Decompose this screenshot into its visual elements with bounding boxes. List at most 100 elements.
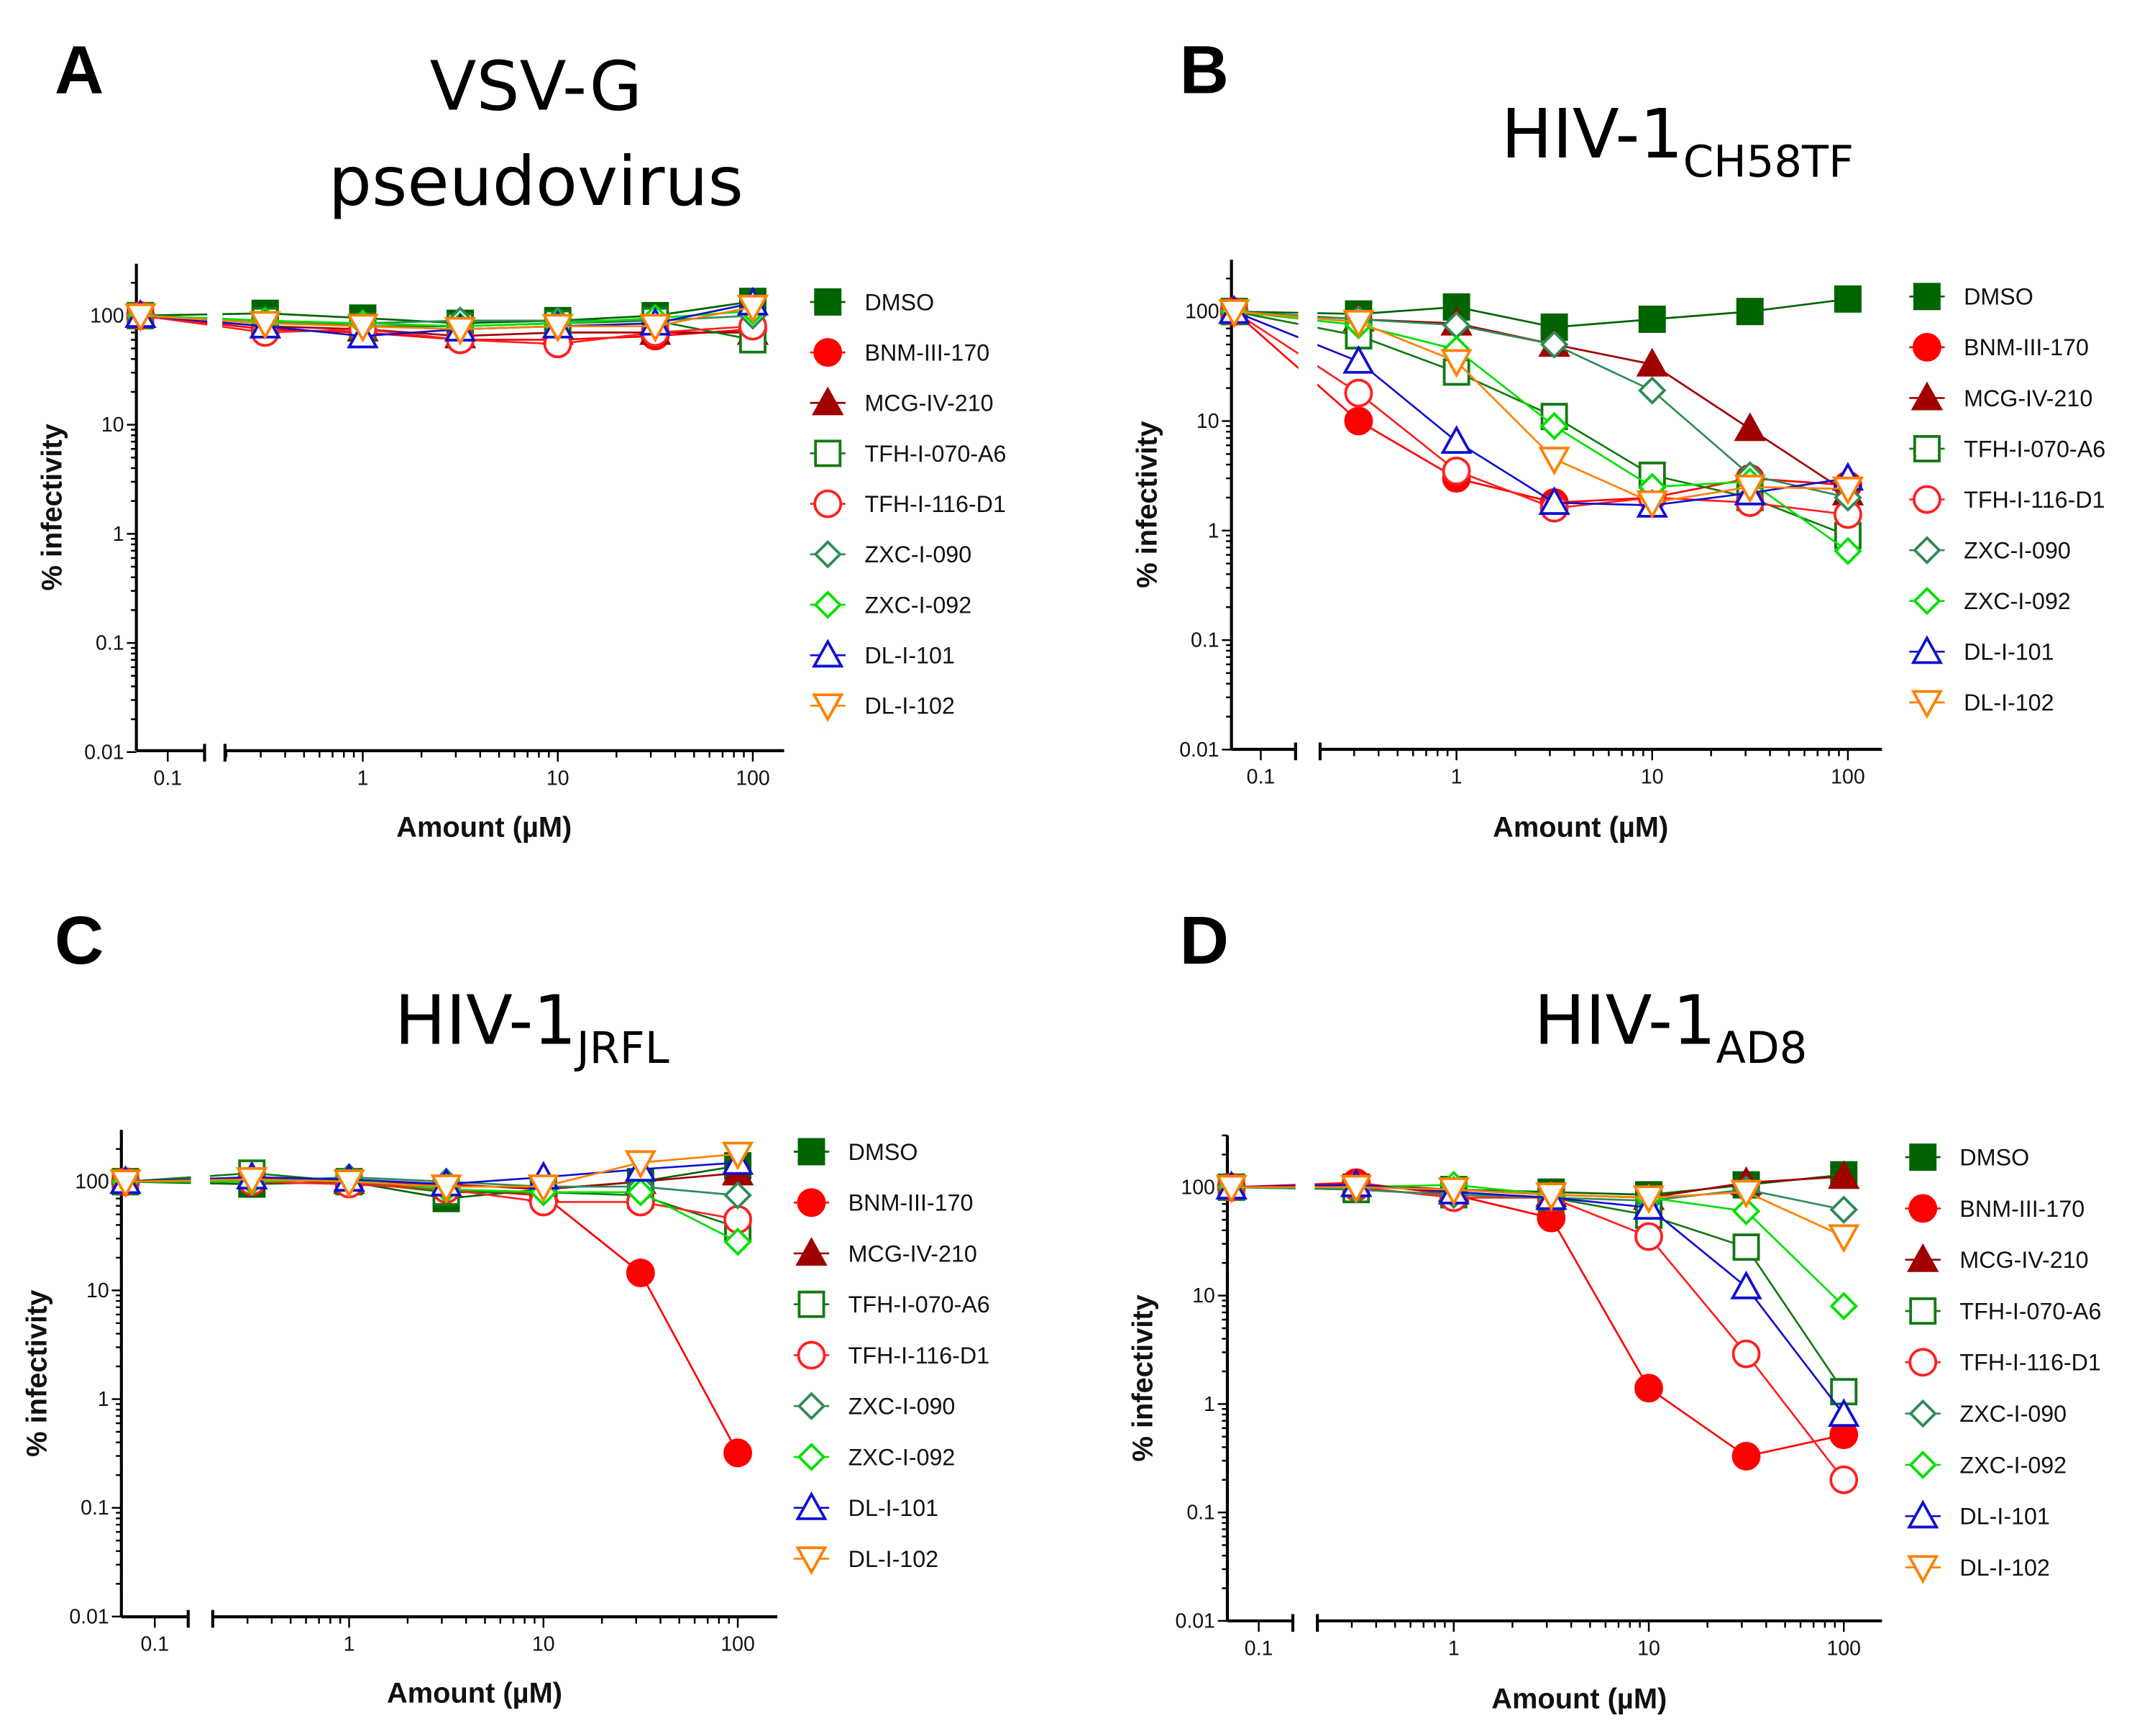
legend-label: TFH-I-116-D1 (848, 1343, 989, 1369)
legend: DMSO BNM-III-170 MCG-IV-210 TFH-I-070-A6 TFH… (810, 288, 1006, 723)
legend-label: TFH-I-070-A6 (864, 441, 1006, 467)
y-tick-label: 0.1 (96, 632, 124, 655)
panel-title: HIV-1CH58TF (1501, 95, 1854, 188)
legend-label: DL-I-101 (1959, 1504, 2049, 1530)
legend-label: DMSO (848, 1139, 918, 1165)
legend-marker (1907, 1499, 1939, 1529)
legend-marker (1908, 1399, 1937, 1428)
data-point (109, 1169, 142, 1199)
x-tick-label: 1 (1451, 765, 1463, 788)
y-tick-label: 0.01 (69, 1605, 109, 1628)
y-axis-label: % infectivity (36, 424, 68, 590)
legend-label: DL-I-102 (864, 693, 954, 719)
data-point (1634, 1374, 1663, 1403)
x-tick-label: 1 (1448, 1637, 1460, 1660)
series-line (1231, 1182, 1844, 1458)
y-tick-label: 1 (1204, 1393, 1215, 1416)
data-point (1731, 1339, 1761, 1369)
data-point (1730, 1179, 1762, 1209)
y-tick-label: 100 (1185, 301, 1219, 324)
legend-item: DMSO (1909, 283, 2033, 311)
legend-item: MCG-IV-210 (1905, 1243, 2089, 1273)
data-point (624, 1150, 657, 1179)
panel-label: D (1180, 903, 1229, 979)
legend-marker (1913, 586, 1941, 616)
legend-label: DMSO (864, 289, 934, 315)
legend-marker (1907, 1243, 1939, 1272)
y-tick-label: 10 (86, 1279, 109, 1302)
legend-item: DMSO (793, 1138, 918, 1166)
legend-item: MCG-IV-210 (1909, 381, 2092, 411)
legend-item: ZXC-I-092 (1909, 586, 2071, 616)
data-point (1638, 305, 1666, 333)
x-tick-label: 10 (532, 1633, 555, 1656)
legend-item: ZXC-I-092 (793, 1443, 955, 1471)
legend-item: DL-I-101 (1905, 1499, 2050, 1530)
legend-item: MCG-IV-210 (810, 386, 994, 416)
legend: DMSO BNM-III-170 MCG-IV-210 TFH-I-070-A6 TFH… (793, 1138, 990, 1576)
panel-title: HIV-1AD8 (1534, 982, 1807, 1074)
y-tick-label: 0.01 (1179, 739, 1219, 762)
x-tick-label: 1 (344, 1633, 355, 1656)
y-tick-label: 10 (101, 414, 124, 437)
legend-label: MCG-IV-210 (864, 390, 993, 416)
axes (134, 263, 784, 762)
y-tick-label: 1 (98, 1388, 109, 1411)
data-point (1730, 1270, 1762, 1299)
x-axis-label: Amount (µM) (1491, 1683, 1667, 1714)
legend-marker (797, 1290, 825, 1318)
legend-marker (813, 489, 843, 518)
data-point (1340, 1174, 1373, 1204)
data-point (347, 314, 379, 343)
title-main: HIV-1 (1501, 95, 1683, 174)
legend-item: DL-I-102 (1905, 1555, 2050, 1584)
series-line (1231, 1186, 1845, 1481)
legend-marker (813, 338, 843, 367)
data-point (723, 1181, 752, 1210)
legend-item: ZXC-I-092 (1905, 1451, 2067, 1479)
data-point (1538, 486, 1570, 515)
legend-label: DL-I-101 (848, 1495, 938, 1521)
data-point (444, 316, 477, 346)
legend-item: ZXC-I-090 (1909, 536, 2071, 565)
data-point (1636, 347, 1668, 377)
legend-marker (1913, 485, 1941, 514)
y-tick-label: 0.1 (81, 1497, 109, 1520)
legend-marker (812, 693, 844, 723)
legend-item: BNM-III-170 (793, 1188, 973, 1218)
legend-marker (1913, 536, 1941, 565)
data-point (1538, 447, 1570, 476)
legend-label: TFH-I-116-D1 (864, 491, 1005, 517)
legend-marker (1909, 1143, 1937, 1171)
legend-item: TFH-I-116-D1 (810, 489, 1006, 518)
data-point (1834, 536, 1862, 566)
legend-marker (812, 386, 844, 416)
data-point (1828, 1224, 1860, 1253)
data-point (1734, 475, 1766, 504)
title-main: HIV-1 (1534, 982, 1716, 1061)
legend-marker (1913, 435, 1941, 462)
data-point (1829, 1292, 1858, 1320)
data-point (1215, 1174, 1248, 1204)
x-tick-label: 100 (1831, 765, 1864, 788)
data-point (721, 1141, 754, 1171)
data-point (236, 1166, 268, 1196)
legend-label: ZXC-I-090 (864, 542, 971, 567)
legend-item: DMSO (1905, 1143, 2029, 1171)
legend-marker (797, 1188, 826, 1218)
legend-marker (1911, 690, 1944, 719)
data-point (1638, 376, 1667, 405)
x-tick-label: 0.1 (140, 1633, 169, 1656)
axes (1225, 1135, 1882, 1632)
legend-label: ZXC-I-090 (848, 1394, 956, 1420)
title-main: HIV-1 (395, 982, 577, 1061)
series-dl-i-102 (1218, 299, 1864, 519)
data-point (1539, 411, 1569, 441)
data-point (1535, 1182, 1568, 1212)
y-tick-label: 1 (113, 523, 124, 546)
legend-marker (795, 1546, 828, 1576)
x-tick-label: 0.1 (1247, 765, 1276, 788)
legend-marker (1911, 381, 1944, 411)
legend-marker (797, 1392, 826, 1420)
